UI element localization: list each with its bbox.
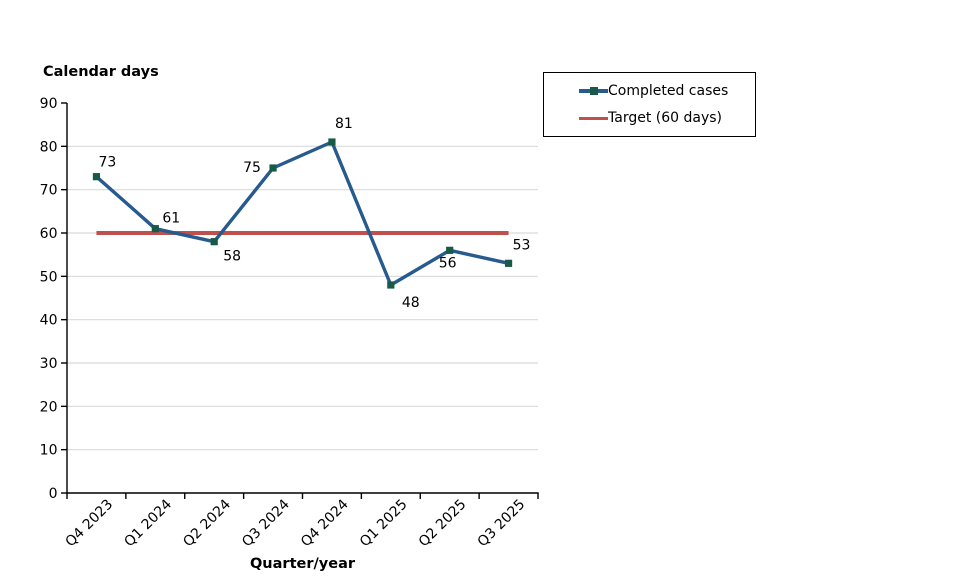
data-point-label: 58 xyxy=(223,249,241,265)
x-category-label: Q3 2024 xyxy=(239,496,293,550)
data-point-label: 81 xyxy=(335,116,353,132)
x-category-label: Q3 2025 xyxy=(475,497,529,551)
chart-legend: Completed cases Target (60 days) xyxy=(543,72,756,137)
y-tick-label: 40 xyxy=(40,313,58,329)
data-point-marker xyxy=(504,259,513,267)
x-category-label: Q4 2023 xyxy=(63,497,117,551)
data-point-label: 73 xyxy=(99,155,117,171)
legend-item-target: Target (60 days) xyxy=(579,108,755,128)
y-tick-label: 80 xyxy=(40,139,58,155)
data-point-marker xyxy=(387,281,395,289)
data-point-marker xyxy=(151,225,159,233)
legend-label-completed-cases: Completed cases xyxy=(608,82,729,99)
x-category-label: Q2 2025 xyxy=(416,497,470,551)
completed-cases-line xyxy=(94,140,511,287)
data-point-label: 56 xyxy=(439,255,457,271)
y-tick-label: 50 xyxy=(40,269,58,285)
y-tick-label: 90 xyxy=(40,96,58,112)
legend-item-completed-cases: Completed cases xyxy=(579,81,755,101)
data-point-marker xyxy=(210,238,218,246)
x-axis-title: Quarter/year xyxy=(249,556,356,572)
y-tick-label: 30 xyxy=(40,356,58,372)
data-point-label: 53 xyxy=(513,237,531,253)
completed-cases-line-marker-icon xyxy=(579,82,608,100)
x-category-label: Q2 2024 xyxy=(180,496,234,550)
x-category-label: Q1 2025 xyxy=(357,497,411,551)
data-point-label: 61 xyxy=(162,211,180,227)
data-point-marker xyxy=(446,246,454,254)
x-category-label: Q1 2024 xyxy=(121,496,175,550)
y-tick-label: 60 xyxy=(40,226,58,242)
x-category-label: Q4 2024 xyxy=(298,496,352,550)
data-point-label: 75 xyxy=(243,160,261,176)
y-tick-label: 0 xyxy=(49,486,58,502)
y-tick-label: 20 xyxy=(40,399,58,415)
y-tick-label: 10 xyxy=(40,443,58,459)
data-point-label: 48 xyxy=(402,295,420,311)
chart-title: Calendar days xyxy=(43,64,159,80)
target-line-icon xyxy=(579,109,608,127)
data-point-marker xyxy=(92,173,101,181)
y-tick-label: 70 xyxy=(40,183,58,199)
data-point-marker xyxy=(269,164,277,172)
data-point-marker xyxy=(328,138,336,146)
legend-label-target: Target (60 days) xyxy=(608,110,722,127)
